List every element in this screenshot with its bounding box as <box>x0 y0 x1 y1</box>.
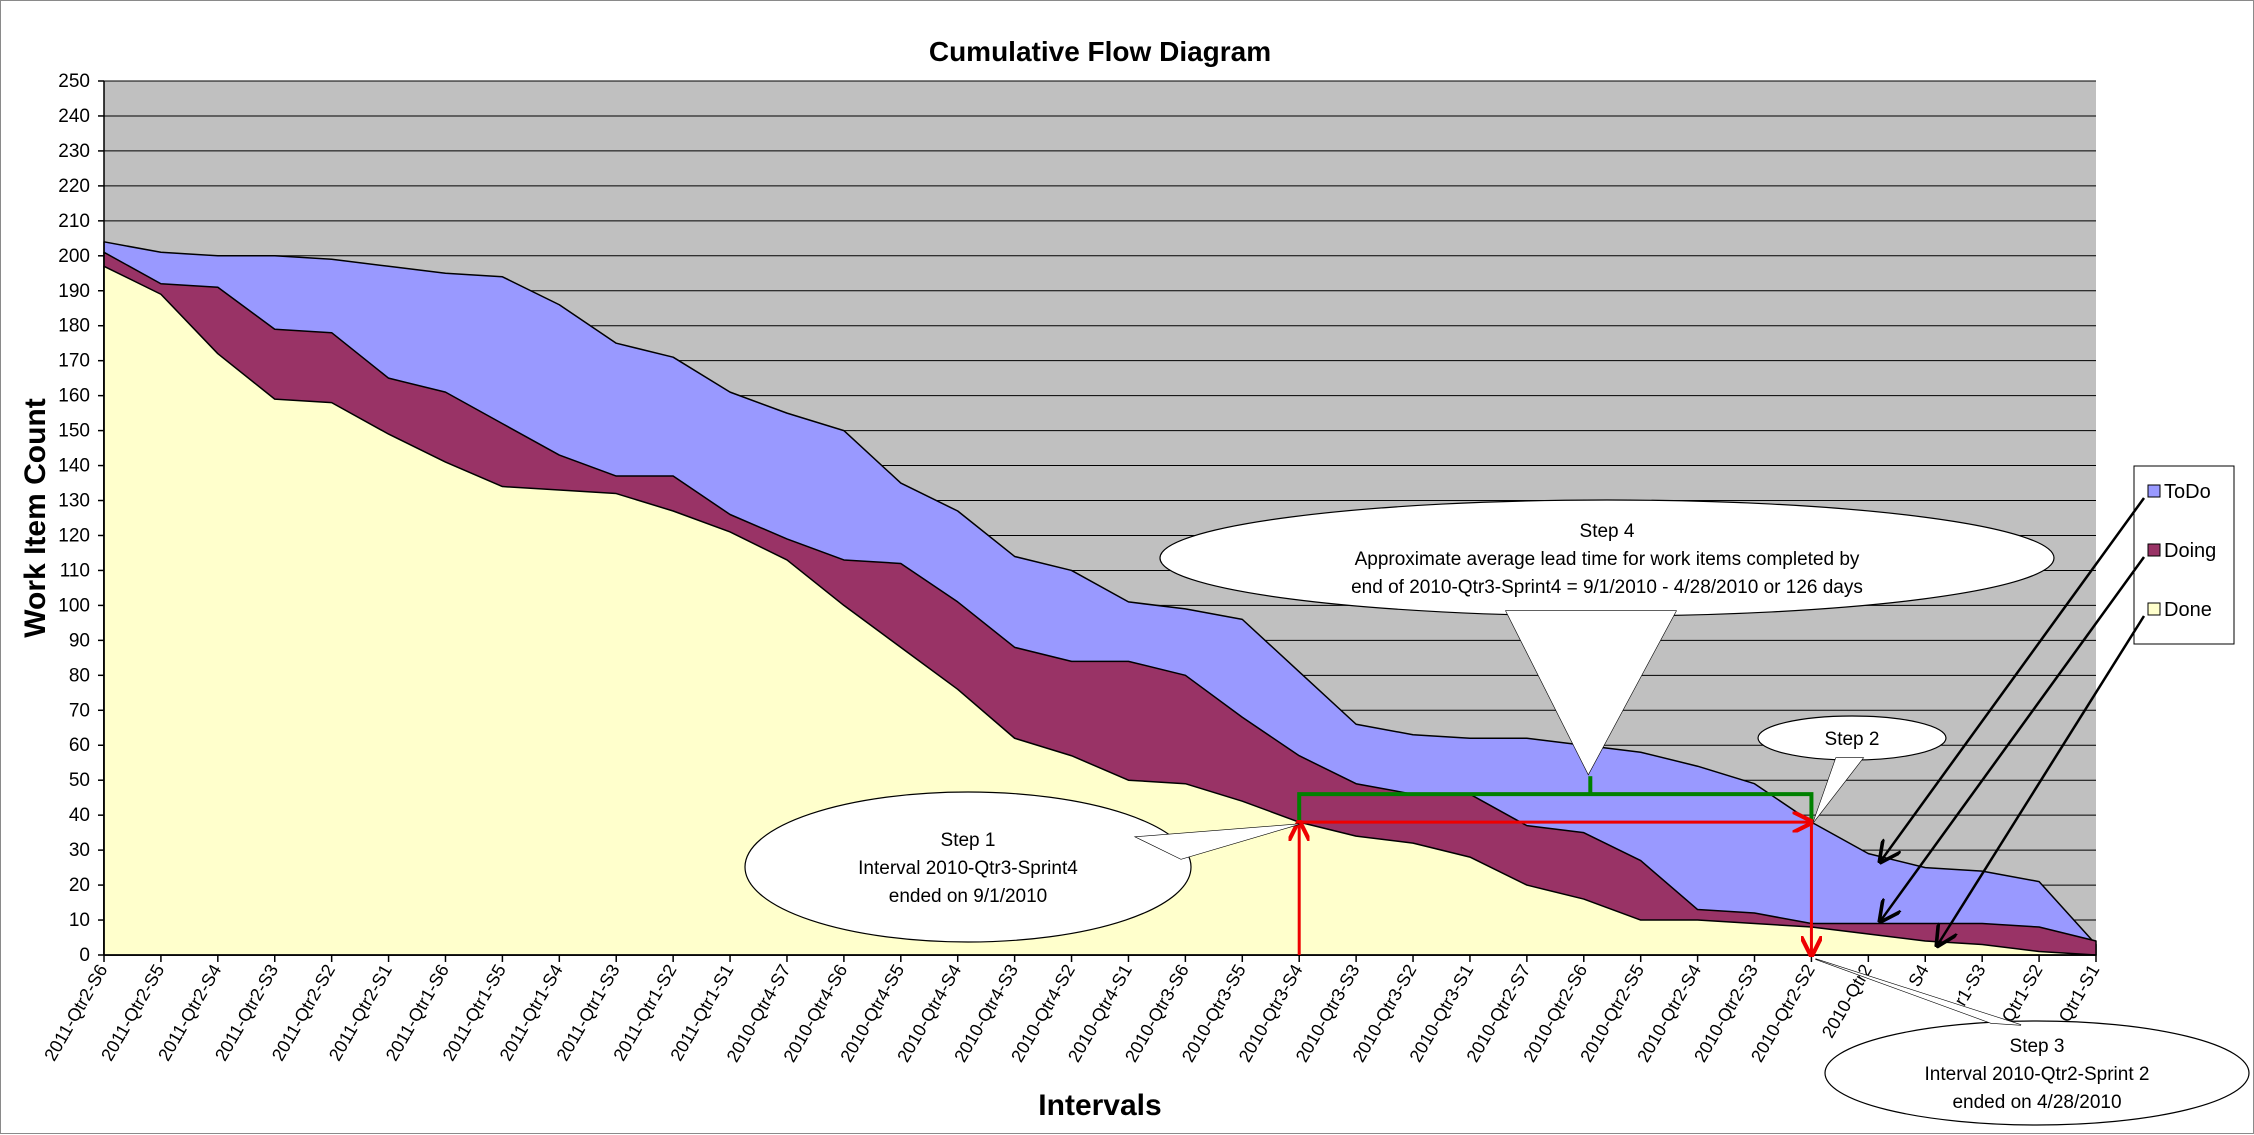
y-tick-label: 250 <box>58 71 90 92</box>
y-tick-label: 230 <box>58 141 90 162</box>
step4-callout-text: end of 2010-Qtr3-Sprint4 = 9/1/2010 - 4/… <box>1351 577 1863 598</box>
legend-swatch-done <box>2147 602 2161 616</box>
lead-time-bracket <box>1297 792 1814 821</box>
step1-callout-text: Interval 2010-Qtr3-Sprint4 <box>858 858 1078 879</box>
y-tick-label: 170 <box>58 351 90 372</box>
step1-callout-bubble <box>744 791 1192 943</box>
y-tick-label: 220 <box>58 176 90 197</box>
step3-callout-text: Interval 2010-Qtr2-Sprint 2 <box>1925 1064 2150 1085</box>
y-tick-label: 160 <box>58 386 90 407</box>
y-tick-label: 10 <box>69 910 90 931</box>
x-axis-title: Intervals <box>1038 1089 1161 1122</box>
step3-callout-text: ended on 4/28/2010 <box>1952 1092 2121 1113</box>
y-tick-label: 40 <box>69 805 90 826</box>
step3-callout-bubble <box>1824 1020 2250 1126</box>
legend-label-todo: ToDo <box>2164 481 2211 503</box>
x-tick-label: Qtr1-S1 <box>2055 961 2104 1026</box>
y-tick-label: 100 <box>58 595 90 616</box>
y-tick-label: 140 <box>58 456 90 477</box>
y-tick-label: 200 <box>58 246 90 267</box>
y-tick-label: 20 <box>69 875 90 896</box>
doing-pointer-arrow <box>1880 556 2146 921</box>
y-tick-label: 90 <box>69 630 90 651</box>
step4-callout-tail-mask <box>1506 611 1676 775</box>
y-tick-label: 80 <box>69 665 90 686</box>
x-tick-label: Qtr1-S2 <box>1998 961 2047 1026</box>
step1-callout-text: Step 1 <box>941 830 996 851</box>
step1-callout-tail-mask <box>1136 824 1300 859</box>
step3-callout-text: Step 3 <box>2010 1036 2065 1057</box>
done-pointer-arrow <box>1937 615 2146 946</box>
y-tick-label: 0 <box>79 945 90 966</box>
legend-label-doing: Doing <box>2164 540 2216 562</box>
x-tick-label: 2010-Qtr2 <box>1818 961 1876 1041</box>
step3-callout-tail-mask <box>1815 959 2021 1025</box>
y-tick-label: 120 <box>58 525 90 546</box>
y-tick-label: 60 <box>69 735 90 756</box>
y-tick-label: 180 <box>58 316 90 337</box>
x-tick-label: S4 <box>1904 961 1932 990</box>
y-tick-label: 50 <box>69 770 90 791</box>
chart-title: Cumulative Flow Diagram <box>929 36 1271 67</box>
step2-callout-tail-mask <box>1813 758 1863 823</box>
x-tick-label: r1-S3 <box>1950 961 1989 1009</box>
y-tick-label: 150 <box>58 421 90 442</box>
legend-swatch-doing <box>2147 543 2161 557</box>
step4-callout-text: Step 4 <box>1580 521 1635 542</box>
y-tick-label: 70 <box>69 700 90 721</box>
y-tick-label: 210 <box>58 211 90 232</box>
legend-swatch-todo <box>2147 484 2161 498</box>
y-axis-title: Work Item Count <box>19 398 52 637</box>
todo-pointer-arrow <box>1880 497 2146 862</box>
y-tick-label: 110 <box>60 560 90 581</box>
y-tick-label: 240 <box>58 106 90 127</box>
step4-callout-text: Approximate average lead time for work i… <box>1355 549 1860 570</box>
y-tick-label: 130 <box>58 491 90 512</box>
y-tick-label: 190 <box>58 281 90 302</box>
area-done <box>103 265 2097 956</box>
step2-callout-text: Step 2 <box>1825 729 1880 750</box>
step1-callout-text: ended on 9/1/2010 <box>889 886 1048 907</box>
legend-label-done: Done <box>2164 599 2212 621</box>
y-tick-label: 30 <box>69 840 90 861</box>
